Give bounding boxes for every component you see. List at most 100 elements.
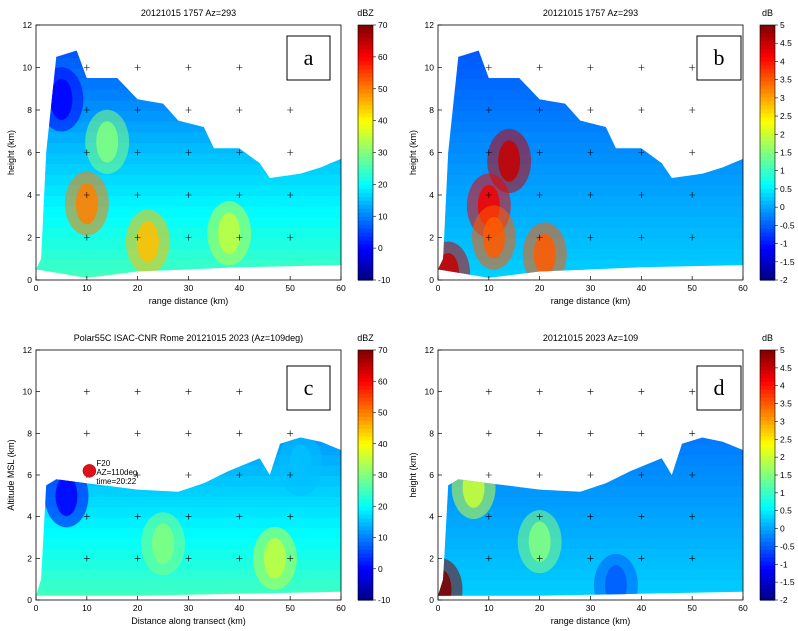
x-tick-label: 10 — [82, 603, 92, 613]
echo-core — [498, 140, 521, 182]
colorbar-segment — [358, 272, 373, 277]
colorbar-segment — [358, 408, 373, 414]
colorbar-segment — [760, 224, 775, 229]
colorbar-tick-label: 40 — [378, 439, 388, 449]
colorbar-tick-label: 2.5 — [780, 111, 792, 121]
colorbar-segment — [358, 252, 373, 257]
grid-plus — [689, 513, 696, 520]
grid-plus — [485, 388, 492, 395]
colorbar-segment — [760, 120, 775, 126]
colorbar-segment — [358, 84, 373, 90]
colorbar-segment — [358, 76, 373, 82]
echo-core — [263, 538, 286, 579]
colorbar-unit: dB — [762, 8, 773, 18]
grid-plus — [134, 149, 141, 156]
y-tick-label: 6 — [27, 148, 32, 158]
x-tick-label: 40 — [235, 283, 245, 293]
echo-band — [36, 506, 341, 518]
y-tick-label: 8 — [27, 105, 32, 115]
grid-plus — [287, 149, 294, 156]
colorbar-segment — [358, 435, 373, 441]
colorbar-segment — [760, 517, 775, 523]
grid-plus — [83, 149, 90, 156]
grid-plus — [485, 234, 492, 241]
grid-plus — [587, 149, 594, 156]
colorbar-segment — [760, 136, 775, 142]
colorbar-segment — [760, 357, 775, 363]
colorbar-segment — [760, 596, 775, 601]
grid-plus — [638, 64, 645, 71]
colorbar-segment — [760, 252, 775, 257]
colorbar-segment — [760, 467, 775, 472]
grid-plus — [287, 192, 294, 198]
colorbar-segment — [358, 525, 373, 531]
grid-plus — [185, 149, 192, 156]
grid-plus — [185, 555, 192, 562]
echo-band — [36, 516, 341, 529]
colorbar-segment — [358, 568, 373, 574]
colorbar-segment — [760, 248, 775, 253]
colorbar-segment — [760, 400, 775, 406]
colorbar-segment — [760, 44, 775, 50]
colorbar-tick-label: 0 — [780, 524, 785, 534]
colorbar-segment — [358, 160, 373, 166]
grid-plus — [638, 107, 645, 113]
echo-core — [533, 233, 556, 276]
grid-plus — [587, 234, 594, 241]
grid-plus — [185, 430, 192, 437]
grid-plus — [134, 192, 141, 198]
echo-band — [438, 516, 743, 529]
colorbar-segment — [358, 455, 373, 460]
colorbar-segment — [358, 502, 373, 507]
colorbar-segment — [358, 120, 373, 126]
colorbar-segment — [358, 40, 373, 46]
colorbar-segment — [760, 494, 775, 500]
colorbar-segment — [760, 128, 775, 134]
echo-band — [36, 258, 341, 271]
panel-letter: d — [714, 375, 725, 400]
colorbar-segment — [760, 192, 775, 197]
echo-band — [438, 537, 743, 549]
echo-band — [36, 537, 341, 549]
colorbar-segment — [358, 580, 373, 585]
colorbar-segment — [358, 564, 373, 570]
colorbar-segment — [760, 92, 775, 98]
x-tick-label: 60 — [336, 283, 346, 293]
colorbar-tick-label: -1.5 — [780, 257, 795, 267]
colorbar-segment — [760, 220, 775, 225]
colorbar-segment — [358, 104, 373, 110]
colorbar-segment — [358, 224, 373, 229]
grid-plus — [185, 192, 192, 198]
colorbar-segment — [760, 76, 775, 82]
y-tick-label: 10 — [425, 63, 435, 73]
echo-band — [438, 248, 743, 260]
grid-plus — [536, 513, 543, 520]
colorbar-segment — [760, 443, 775, 449]
colorbar-tick-label: -0.5 — [780, 541, 795, 551]
colorbar-segment — [760, 435, 775, 441]
y-tick-label: 10 — [23, 63, 33, 73]
y-tick-label: 4 — [429, 512, 434, 522]
grid-plus — [185, 472, 192, 478]
colorbar-segment — [358, 64, 373, 70]
echo-band — [36, 558, 341, 570]
colorbar-segment — [760, 196, 775, 201]
colorbar-segment — [358, 424, 373, 429]
y-tick-label: 2 — [27, 233, 32, 243]
x-tick-label: 0 — [436, 283, 441, 293]
colorbar-segment — [358, 136, 373, 142]
colorbar-segment — [760, 240, 775, 245]
colorbar-segment — [760, 188, 775, 193]
colorbar-segment — [760, 48, 775, 54]
colorbar-tick-label: 10 — [378, 533, 388, 543]
colorbar-tick-label: 30 — [378, 470, 388, 480]
grid-plus — [185, 107, 192, 113]
colorbar-segment — [760, 40, 775, 46]
colorbar-segment — [760, 404, 775, 410]
colorbar-segment — [760, 428, 775, 433]
colorbar-segment — [760, 564, 775, 570]
y-axis-label: Altitude MSL (km) — [6, 439, 16, 510]
grid-plus — [536, 149, 543, 156]
grid-plus — [536, 388, 543, 395]
grid-plus — [83, 234, 90, 241]
